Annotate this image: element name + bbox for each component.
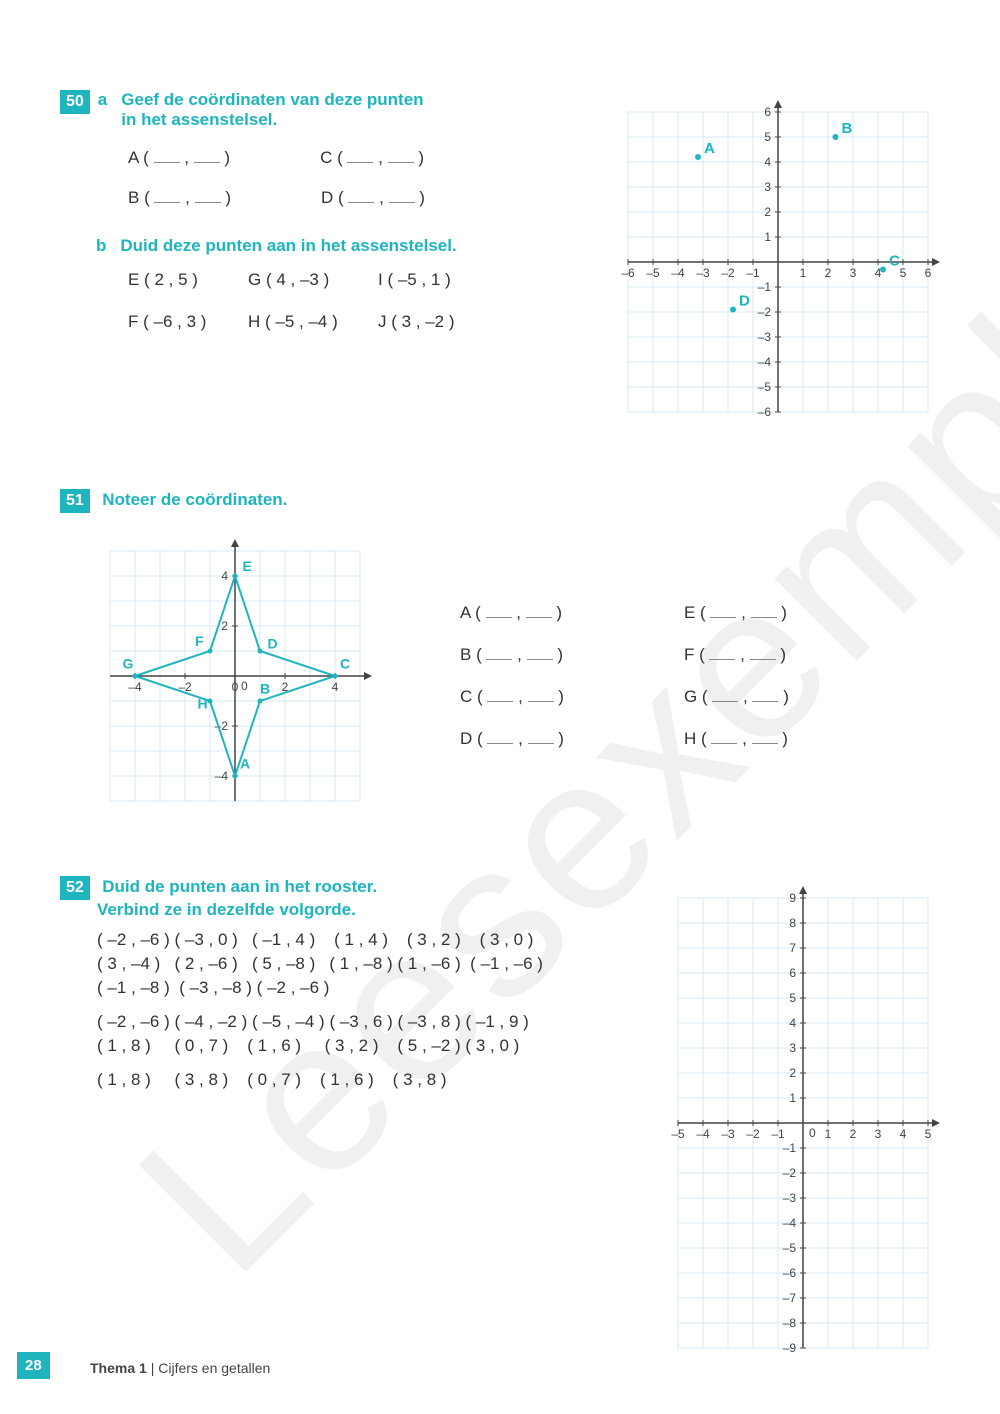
svg-text:2: 2 <box>221 619 228 633</box>
ex51-grid: –4–2024–4–2240EDCBAHGF <box>90 531 380 821</box>
svg-text:5: 5 <box>900 266 907 280</box>
svg-text:G: G <box>123 656 134 672</box>
svg-text:F: F <box>195 633 204 649</box>
svg-text:C: C <box>889 253 900 270</box>
svg-text:–3: –3 <box>758 330 772 344</box>
svg-text:–2: –2 <box>783 1166 797 1180</box>
svg-text:B: B <box>260 681 270 697</box>
svg-text:D: D <box>268 636 278 652</box>
svg-text:8: 8 <box>789 916 796 930</box>
svg-text:3: 3 <box>789 1041 796 1055</box>
svg-text:–4: –4 <box>783 1216 797 1230</box>
svg-text:–1: –1 <box>783 1141 797 1155</box>
svg-text:–4: –4 <box>128 680 142 694</box>
svg-text:E: E <box>243 558 252 574</box>
svg-text:–1: –1 <box>746 266 760 280</box>
svg-text:–4: –4 <box>215 769 229 783</box>
ex50-grid: –6–5–4–3–2–1123456–6–5–4–3–2–1123456ABCD <box>606 90 950 434</box>
svg-text:6: 6 <box>789 966 796 980</box>
svg-text:3: 3 <box>875 1127 882 1141</box>
svg-text:B: B <box>842 120 853 137</box>
ex52-grid: –5 –4 –3 –2 –1 1 2 3 4 5 –9 –8 –7 –6 –5 –4 –3 –2 –1 1 2 3 4 5 6 7… <box>656 876 950 1370</box>
page: 50 a Geef de coördinaten van deze punten… <box>0 0 1000 1410</box>
ex51: 51 Noteer de coördinaten. –4–2024–4–2240… <box>60 489 950 821</box>
ex50-number: 50 <box>60 90 90 114</box>
svg-text:–9: –9 <box>783 1341 797 1355</box>
svg-text:–4: –4 <box>758 355 772 369</box>
ex51-number: 51 <box>60 489 90 513</box>
svg-text:–2: –2 <box>721 266 735 280</box>
svg-text:A: A <box>704 140 715 157</box>
svg-text:–6: –6 <box>783 1266 797 1280</box>
svg-text:A: A <box>240 756 250 772</box>
svg-text:–6: –6 <box>621 266 635 280</box>
svg-text:–5: –5 <box>671 1127 685 1141</box>
ex50b-letter: b <box>96 236 106 256</box>
svg-text:–4: –4 <box>671 266 685 280</box>
svg-text:6: 6 <box>764 105 771 119</box>
svg-text:4: 4 <box>900 1127 907 1141</box>
svg-text:–3: –3 <box>696 266 710 280</box>
svg-text:5: 5 <box>764 130 771 144</box>
svg-text:H: H <box>198 696 208 712</box>
svg-text:–8: –8 <box>783 1316 797 1330</box>
ex51-blanks-left: A ( , ) B ( , ) C ( , ) D ( , ) <box>460 603 564 749</box>
svg-text:4: 4 <box>789 1016 796 1030</box>
svg-text:6: 6 <box>925 266 932 280</box>
ex50a-line1: Geef de coördinaten van deze punten <box>121 90 423 110</box>
ex52-instr2: Verbind ze in dezelfde volgorde. <box>97 900 656 920</box>
svg-text:–2: –2 <box>746 1127 760 1141</box>
svg-text:4: 4 <box>332 680 339 694</box>
ex51-blanks-right: E ( , ) F ( , ) G ( , ) H ( , ) <box>684 603 789 749</box>
svg-text:–3: –3 <box>721 1127 735 1141</box>
svg-text:4: 4 <box>221 569 228 583</box>
svg-text:–5: –5 <box>783 1241 797 1255</box>
svg-text:1: 1 <box>800 266 807 280</box>
svg-text:–1: –1 <box>758 280 772 294</box>
svg-text:D: D <box>739 293 750 310</box>
svg-text:–1: –1 <box>771 1127 785 1141</box>
ex52-instr1: Duid de punten aan in het rooster. <box>102 877 377 896</box>
ex50a-blanks: A ( , ) C ( , ) B ( , ) D ( , ) <box>128 148 606 208</box>
svg-text:C: C <box>340 656 350 672</box>
svg-text:4: 4 <box>764 155 771 169</box>
ex52: 52 Duid de punten aan in het rooster. Ve… <box>60 876 950 1370</box>
svg-text:0: 0 <box>809 1126 816 1140</box>
svg-text:–6: –6 <box>758 405 772 419</box>
svg-text:3: 3 <box>764 180 771 194</box>
ex50b-instr: Duid deze punten aan in het assenstelsel… <box>120 236 456 256</box>
svg-text:–4: –4 <box>696 1127 710 1141</box>
svg-text:3: 3 <box>850 266 857 280</box>
svg-text:1: 1 <box>789 1091 796 1105</box>
ex50a-letter: a <box>98 90 107 110</box>
svg-text:5: 5 <box>789 991 796 1005</box>
svg-text:2: 2 <box>789 1066 796 1080</box>
svg-text:9: 9 <box>789 891 796 905</box>
ex51-instr: Noteer de coördinaten. <box>102 490 287 509</box>
svg-text:1: 1 <box>764 230 771 244</box>
ex50a-line2: in het assenstelsel. <box>121 110 423 130</box>
svg-text:–3: –3 <box>783 1191 797 1205</box>
svg-text:5: 5 <box>925 1127 932 1141</box>
svg-text:–5: –5 <box>646 266 660 280</box>
ex50: 50 a Geef de coördinaten van deze punten… <box>60 90 950 434</box>
ex52-coords: ( –2 , –6 ) ( –3 , 0 ) ( –1 , 4 ) ( 1 , … <box>97 930 656 1090</box>
svg-text:1: 1 <box>825 1127 832 1141</box>
svg-text:–5: –5 <box>758 380 772 394</box>
svg-text:0: 0 <box>241 679 248 693</box>
svg-text:–2: –2 <box>758 305 772 319</box>
ex52-number: 52 <box>60 876 90 900</box>
svg-text:0: 0 <box>232 680 239 694</box>
svg-text:2: 2 <box>850 1127 857 1141</box>
ex50b-points: E ( 2 , 5 ) G ( 4 , –3 ) I ( –5 , 1 ) F … <box>128 270 606 332</box>
svg-text:2: 2 <box>764 205 771 219</box>
svg-text:–7: –7 <box>783 1291 797 1305</box>
svg-text:2: 2 <box>825 266 832 280</box>
svg-text:7: 7 <box>789 941 796 955</box>
